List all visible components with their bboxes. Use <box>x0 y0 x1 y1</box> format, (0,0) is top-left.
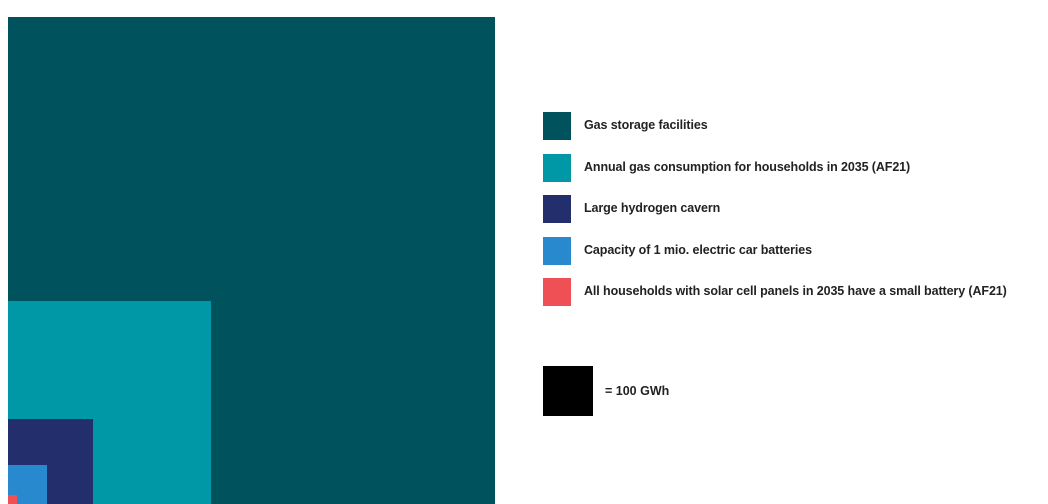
legend-swatch-car-batteries <box>543 236 571 265</box>
legend-swatch-gas-storage <box>543 112 571 140</box>
square-household-batteries <box>8 495 17 504</box>
legend-item-hydrogen-cavern: Large hydrogen cavern <box>543 195 1048 223</box>
scale-key-label: = 100 GWh <box>605 384 670 398</box>
legend-label-gas-storage: Gas storage facilities <box>584 118 708 132</box>
scale-key-swatch <box>543 366 593 416</box>
legend-item-annual-gas-consumption: Annual gas consumption for households in… <box>543 153 1048 182</box>
legend-swatch-annual-gas-consumption <box>543 153 571 182</box>
legend-label-car-batteries: Capacity of 1 mio. electric car batterie… <box>584 242 812 257</box>
legend: Gas storage facilities Annual gas consum… <box>543 112 1048 320</box>
squares-area <box>8 14 500 504</box>
legend-item-car-batteries: Capacity of 1 mio. electric car batterie… <box>543 236 1048 265</box>
legend-label-annual-gas-consumption: Annual gas consumption for households in… <box>584 159 911 174</box>
legend-swatch-hydrogen-cavern <box>543 195 571 223</box>
legend-label-hydrogen-cavern: Large hydrogen cavern <box>584 201 721 215</box>
legend-label-household-batteries: All households with solar cell panels in… <box>584 284 1007 298</box>
legend-item-household-batteries: All households with solar cell panels in… <box>543 278 1048 306</box>
legend-swatch-household-batteries <box>543 278 571 306</box>
scale-key: = 100 GWh <box>543 366 743 416</box>
legend-item-gas-storage: Gas storage facilities <box>543 112 1048 140</box>
